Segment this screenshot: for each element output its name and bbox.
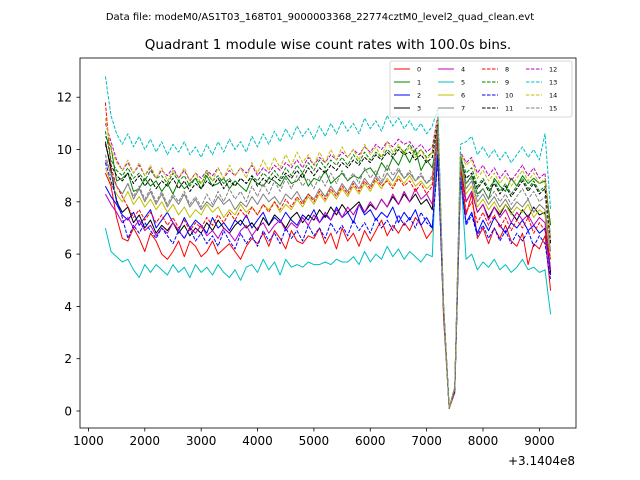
legend-label-6: 6 bbox=[461, 91, 465, 99]
series-line-5 bbox=[104, 112, 552, 409]
legend-label-4: 4 bbox=[461, 65, 465, 73]
series-line-14 bbox=[104, 117, 552, 409]
y-tick-label: 4 bbox=[64, 300, 72, 314]
series-line-6 bbox=[104, 122, 552, 409]
legend-item-14: 14 bbox=[526, 91, 557, 99]
legend-item-1: 1 bbox=[394, 78, 421, 86]
chart-title: Quadrant 1 module wise count rates with … bbox=[145, 37, 511, 53]
legend-item-15: 15 bbox=[526, 104, 557, 112]
legend-item-8: 8 bbox=[482, 65, 509, 73]
x-axis: 1000 2000 3000 4000 5000 6000 7000 8000 9000 bbox=[73, 428, 555, 448]
x-tick-label: 1000 bbox=[73, 434, 104, 448]
x-tick-label: 3000 bbox=[186, 434, 217, 448]
series-line-8 bbox=[104, 102, 552, 409]
series-line-9 bbox=[104, 117, 552, 409]
suptitle: Data file: modeM0/AS1T03_168T01_90000033… bbox=[106, 12, 534, 23]
legend-label-15: 15 bbox=[549, 104, 557, 112]
legend-label-10: 10 bbox=[505, 91, 513, 99]
legend-box bbox=[389, 60, 573, 118]
legend-label-3: 3 bbox=[417, 104, 421, 112]
x-axis-offset-label: +3.1404e8 bbox=[508, 454, 575, 468]
y-tick-label: 12 bbox=[57, 91, 72, 105]
y-tick-label: 6 bbox=[64, 248, 72, 262]
series-line-12 bbox=[104, 115, 552, 409]
legend-label-12: 12 bbox=[549, 65, 557, 73]
legend-item-12: 12 bbox=[526, 65, 557, 73]
legend-item-5: 5 bbox=[438, 78, 465, 86]
legend-item-13: 13 bbox=[526, 78, 557, 86]
legend-item-0: 0 bbox=[394, 65, 421, 73]
series-line-1 bbox=[104, 133, 552, 409]
legend-label-1: 1 bbox=[417, 78, 421, 86]
legend-item-10: 10 bbox=[482, 91, 513, 99]
x-tick-label: 9000 bbox=[524, 434, 555, 448]
x-tick-label: 5000 bbox=[299, 434, 330, 448]
legend-label-8: 8 bbox=[505, 65, 509, 73]
y-tick-label: 8 bbox=[64, 195, 72, 209]
legend-item-4: 4 bbox=[438, 65, 465, 73]
legend-label-9: 9 bbox=[505, 78, 509, 86]
series-line-2 bbox=[104, 154, 552, 409]
y-axis: 0 2 4 6 8 10 12 bbox=[57, 91, 80, 419]
legend-label-2: 2 bbox=[417, 91, 421, 99]
series-line-15 bbox=[104, 125, 552, 409]
series-line-13 bbox=[104, 76, 552, 409]
legend-label-7: 7 bbox=[461, 104, 465, 112]
legend-label-13: 13 bbox=[549, 78, 557, 86]
axes-border bbox=[79, 57, 577, 429]
y-tick-label: 0 bbox=[64, 405, 72, 419]
legend-item-6: 6 bbox=[438, 91, 465, 99]
legend-label-5: 5 bbox=[461, 78, 465, 86]
legend-item-2: 2 bbox=[394, 91, 421, 99]
legend-item-3: 3 bbox=[394, 104, 421, 112]
x-tick-label: 4000 bbox=[242, 434, 273, 448]
legend-item-9: 9 bbox=[482, 78, 509, 86]
series-line-10 bbox=[104, 159, 552, 409]
legend-label-11: 11 bbox=[505, 104, 513, 112]
legend-label-0: 0 bbox=[417, 65, 421, 73]
series-line-11 bbox=[104, 122, 552, 409]
legend-item-11: 11 bbox=[482, 104, 513, 112]
legend-label-14: 14 bbox=[549, 91, 557, 99]
y-tick-label: 10 bbox=[57, 143, 72, 157]
plot-area bbox=[104, 76, 552, 409]
series-line-3 bbox=[104, 128, 552, 409]
x-tick-label: 7000 bbox=[411, 434, 442, 448]
axes-frame bbox=[79, 57, 577, 429]
legend-item-7: 7 bbox=[438, 104, 465, 112]
x-tick-label: 8000 bbox=[468, 434, 499, 448]
series-line-7 bbox=[104, 120, 552, 409]
y-tick-label: 2 bbox=[64, 352, 72, 366]
x-tick-label: 6000 bbox=[355, 434, 386, 448]
x-tick-label: 2000 bbox=[130, 434, 161, 448]
